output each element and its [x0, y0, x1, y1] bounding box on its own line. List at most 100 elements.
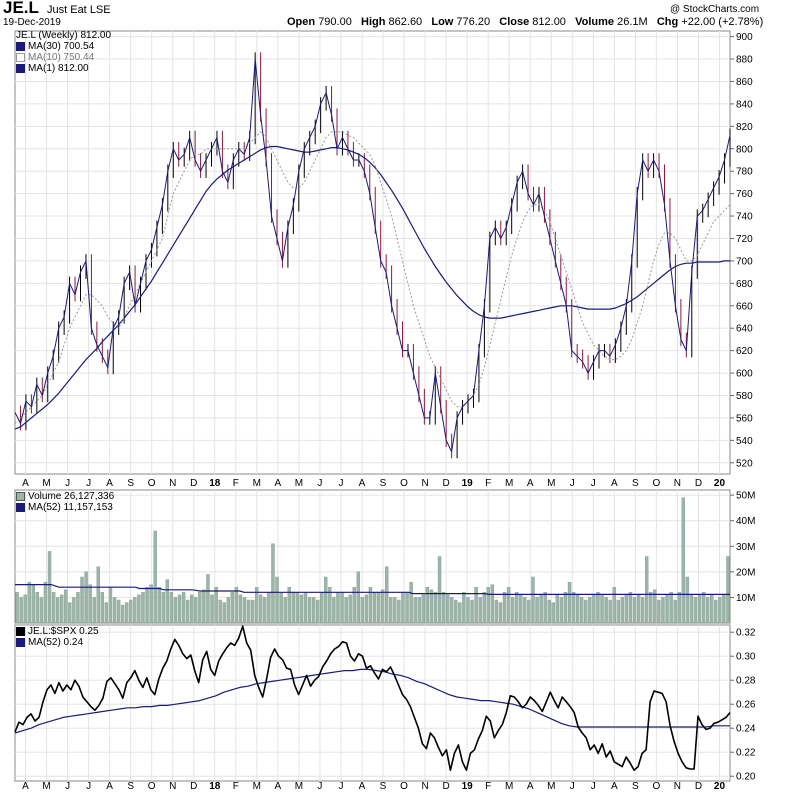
month-tick-label: S: [632, 781, 639, 792]
volume-bar: [372, 592, 377, 624]
month-tick-label: J: [591, 781, 596, 792]
volume-bar: [571, 592, 576, 624]
volume-value: 26.1M: [617, 16, 648, 28]
month-tick-label: F: [485, 478, 491, 489]
company-name: Just Eat LSE: [47, 4, 111, 16]
ratio-axis-tick-label: 0.26: [736, 700, 756, 711]
volume-ma-legend-label: MA(52) 11,157,153: [28, 502, 113, 513]
volume-bar: [506, 587, 511, 624]
month-tick-label: A: [527, 781, 534, 792]
volume-bar: [133, 597, 137, 624]
volume-legend-label: Volume 26,127,336: [28, 491, 115, 502]
volume-bar: [352, 587, 356, 624]
ratio-axis-tick-label: 0.30: [736, 652, 756, 663]
volume-bar: [328, 587, 332, 624]
volume-bar: [283, 597, 287, 624]
volume-bar: [364, 594, 369, 624]
volume-bar: [669, 592, 673, 624]
volume-bar: [490, 584, 495, 624]
ticker-symbol: JE.L: [3, 0, 39, 17]
volume-bar: [510, 597, 515, 624]
volume-axis-tick-label: 10M: [736, 593, 755, 604]
chg-label: Chg: [656, 16, 679, 28]
volume-bar: [31, 584, 35, 624]
month-tick-label: 18: [209, 781, 221, 792]
company-name-text: Just Eat: [47, 4, 87, 16]
ratio-axis-tick-label: 0.32: [736, 628, 756, 639]
month-tick-label: F: [233, 781, 239, 792]
month-tick-label: J: [86, 478, 91, 489]
price-axis-tick-label: 760: [736, 189, 753, 200]
volume-bar: [624, 594, 629, 624]
volume-bar: [401, 592, 405, 624]
volume-bar: [198, 592, 202, 624]
volume-bar: [645, 556, 649, 624]
ratio-axis-tick-label: 0.24: [736, 724, 756, 735]
volume-bar: [222, 602, 226, 624]
volume-bar: [68, 602, 72, 624]
volume-bar: [498, 602, 503, 624]
month-tick-label: O: [148, 478, 156, 489]
volume-bar: [218, 599, 222, 624]
volume-bar: [368, 587, 373, 624]
volume-bar: [279, 592, 283, 624]
month-tick-label: A: [527, 478, 534, 489]
volume-bar: [234, 587, 239, 624]
volume-bar: [588, 597, 592, 624]
volume-bar: [177, 594, 182, 624]
volume-bar: [640, 597, 645, 624]
volume-bar: [43, 581, 48, 624]
volume-bar: [494, 599, 499, 624]
volume-bar: [531, 576, 535, 624]
volume-bar: [263, 597, 267, 624]
month-tick-label: S: [380, 781, 387, 792]
ohlc-readout: Open 790.00 High 862.60 Low 776.20 Close…: [287, 16, 763, 28]
ma10-legend-label: MA(10) 750.44: [28, 52, 95, 63]
volume-bar: [332, 597, 336, 624]
month-tick-label: M: [42, 781, 50, 792]
volume-bar: [547, 599, 551, 624]
volume-bar: [206, 574, 210, 624]
volume-bar: [242, 597, 247, 624]
ma30-line: [14, 145, 730, 430]
volume-bar: [295, 592, 300, 624]
high-value: 862.60: [388, 16, 423, 28]
volume-bar: [100, 592, 105, 624]
month-tick-label: A: [106, 478, 113, 489]
volume-bar: [287, 587, 291, 624]
chart-date: 19-Dec-2019: [3, 17, 61, 28]
ma1-line: [14, 58, 731, 453]
volume-bar: [80, 576, 84, 624]
volume-bar: [657, 599, 661, 624]
volume-bar: [474, 587, 478, 624]
chg-value: +22.00 (+2.78%): [681, 16, 764, 28]
stockcharts-logo: @ StockCharts.com: [670, 4, 760, 15]
ma1-legend-label: MA(1) 812.00: [28, 63, 89, 74]
volume-bar: [255, 587, 259, 624]
volume-bar: [145, 587, 149, 624]
volume-bar: [141, 592, 145, 624]
month-tick-label: J: [86, 781, 91, 792]
volume-bar: [697, 594, 702, 624]
volume-swatch: [16, 492, 25, 501]
volume-bar: [35, 592, 40, 624]
low-label: Low: [431, 16, 454, 28]
volume-bar: [96, 566, 100, 624]
volume-bar: [246, 599, 251, 624]
price-axis-tick-label: 580: [736, 391, 753, 402]
volume-bar: [210, 594, 214, 624]
volume-bar: [307, 597, 312, 624]
volume-bar: [299, 594, 304, 624]
volume-bar: [47, 551, 52, 624]
month-tick-label: O: [400, 781, 408, 792]
volume-bar: [519, 594, 523, 624]
month-tick-label: F: [233, 478, 239, 489]
volume-bar: [616, 599, 620, 624]
volume-bar: [185, 599, 190, 624]
volume-bar: [275, 576, 279, 624]
ma10-line: [14, 131, 731, 424]
month-tick-label: D: [442, 478, 449, 489]
volume-bar: [39, 597, 44, 624]
volume-bar: [190, 594, 194, 624]
panel-frame-2: [14, 624, 731, 782]
